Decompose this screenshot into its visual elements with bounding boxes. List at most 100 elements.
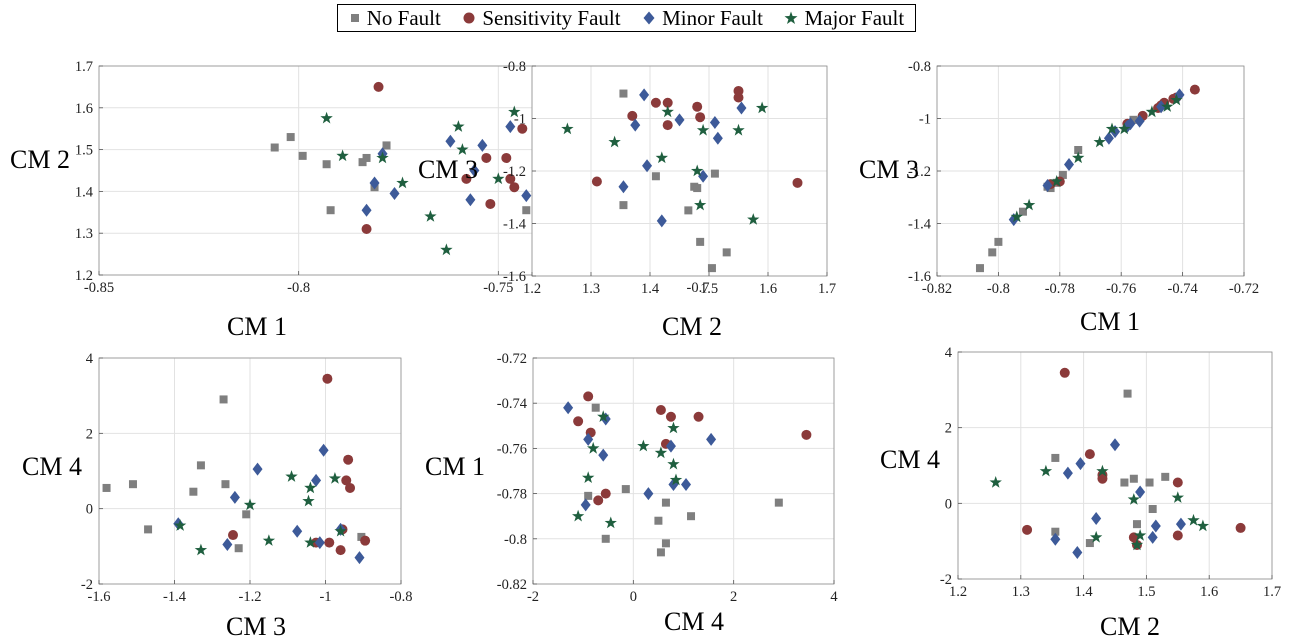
x-tick-label: -0.74: [1167, 281, 1198, 297]
data-point-minor: [681, 478, 692, 492]
data-point-sensitivity: [361, 224, 372, 235]
y-tick-label: -1: [514, 112, 526, 128]
data-point-no-fault: [1074, 146, 1083, 154]
data-point-major: [320, 111, 333, 124]
plot-area: [958, 352, 1272, 579]
plot-frame: [957, 351, 1273, 580]
data-point-sensitivity: [360, 535, 371, 546]
data-point-minor: [1110, 438, 1120, 452]
data-point-minor: [477, 138, 488, 152]
data-point-no-fault: [326, 206, 335, 215]
legend-label: No Fault: [366, 5, 441, 30]
data-point-sensitivity: [501, 152, 512, 163]
x-tick-label: 1.5: [1137, 584, 1155, 600]
data-point-major: [1093, 135, 1106, 148]
data-point-no-fault: [189, 487, 198, 496]
data-point-major: [1096, 464, 1109, 477]
data-point-sensitivity: [322, 373, 333, 384]
data-point-major: [174, 519, 187, 531]
x-axis-label: CM 3: [226, 612, 286, 641]
data-point-sensitivity: [343, 454, 354, 465]
data-point-major: [597, 410, 610, 422]
x-tick-label: -0.72: [1229, 281, 1259, 297]
data-point-major: [637, 439, 650, 452]
data-point-no-fault: [654, 516, 663, 525]
y-axis-label: CM 2: [10, 145, 70, 174]
data-point-minor: [736, 101, 747, 115]
data-point-minor: [1134, 114, 1145, 128]
y-tick-label: 1.2: [75, 268, 93, 284]
y-tick-label: -0.78: [497, 487, 527, 503]
legend-item-no-fault: No Fault: [349, 6, 441, 31]
data-point-major: [667, 457, 680, 470]
scatter-panel-4: -1.6 -1.4 -1.2 -1 -0.8 -2 0 2 4 CM 3 CM 4: [22, 351, 412, 641]
data-point-no-fault: [584, 491, 593, 500]
y-tick-label: -1.6: [908, 269, 931, 285]
data-point-minor: [580, 498, 591, 512]
data-point-no-fault: [1051, 453, 1060, 462]
data-point-minor: [354, 551, 365, 565]
data-point-major: [1127, 493, 1140, 505]
data-point-no-fault: [242, 510, 251, 519]
data-point-sensitivity: [505, 173, 516, 184]
data-point-no-fault: [522, 206, 531, 215]
data-point-no-fault: [619, 201, 628, 210]
plot-frame: [532, 357, 835, 585]
data-point-major: [1105, 122, 1119, 135]
data-point-major: [691, 164, 704, 177]
x-tick-label: -1: [319, 589, 331, 605]
data-point-no-fault: [1145, 478, 1154, 487]
y-tick-label: -1.4: [503, 217, 527, 233]
y-tick-label: -0.72: [497, 351, 527, 367]
data-point-no-fault: [382, 141, 391, 150]
data-point-major: [669, 473, 683, 486]
data-point-sensitivity: [1022, 524, 1033, 535]
data-point-major: [452, 120, 465, 132]
y-tick-label: -1.2: [908, 164, 931, 180]
square-marker-icon: [350, 14, 359, 22]
data-point-minor: [311, 473, 322, 487]
data-point-minor: [709, 115, 720, 129]
y-tick-label: 4: [86, 351, 94, 367]
data-point-no-fault: [684, 206, 693, 215]
data-point-major: [732, 123, 745, 136]
data-point-no-fault: [1018, 207, 1027, 216]
data-point-sensitivity: [1059, 367, 1070, 378]
data-point-no-fault: [322, 160, 331, 169]
y-tick-label: 0: [945, 496, 952, 512]
y-tick-label: -2: [81, 577, 93, 593]
data-point-no-fault: [196, 461, 205, 470]
data-point-no-fault: [1161, 472, 1170, 481]
data-point-sensitivity: [600, 488, 611, 499]
y-tick-label: 2: [86, 426, 93, 442]
data-point-sensitivity: [693, 411, 704, 422]
x-tick-label: 0: [630, 589, 637, 605]
data-point-major: [694, 198, 707, 211]
x-tick-label: 1.7: [1263, 584, 1281, 600]
data-point-major: [667, 421, 680, 434]
data-point-major: [1050, 175, 1063, 187]
data-point-minor: [1064, 157, 1075, 171]
data-point-major: [1022, 198, 1036, 211]
data-point-minor: [465, 193, 476, 207]
scatter-panel-2: 1.2 1.3 1.4 1.5 1.6 1.7 -1.6 -1.4 -1.2 -1 -0.8 CM 2…: [418, 59, 836, 341]
data-point-minor: [1150, 519, 1161, 533]
x-tick-label: -0.75: [483, 280, 513, 296]
data-point-major: [456, 143, 469, 155]
data-point-minor: [674, 113, 685, 127]
data-point-minor: [505, 120, 516, 134]
data-point-no-fault: [1120, 478, 1129, 487]
data-point-major: [582, 471, 595, 483]
data-point-minor: [361, 203, 372, 217]
data-point-no-fault: [358, 158, 367, 167]
data-point-minor: [1175, 517, 1186, 531]
data-point-minor: [445, 134, 456, 148]
data-point-sensitivity: [792, 177, 803, 188]
x-tick-label: 1.3: [1012, 584, 1030, 600]
data-point-major: [1039, 464, 1053, 477]
data-point-sensitivity: [373, 81, 384, 92]
data-point-no-fault: [1129, 115, 1138, 124]
data-point-major: [1161, 100, 1174, 112]
x-axis-label: CM 1: [1080, 307, 1140, 336]
data-point-minor: [706, 432, 717, 446]
